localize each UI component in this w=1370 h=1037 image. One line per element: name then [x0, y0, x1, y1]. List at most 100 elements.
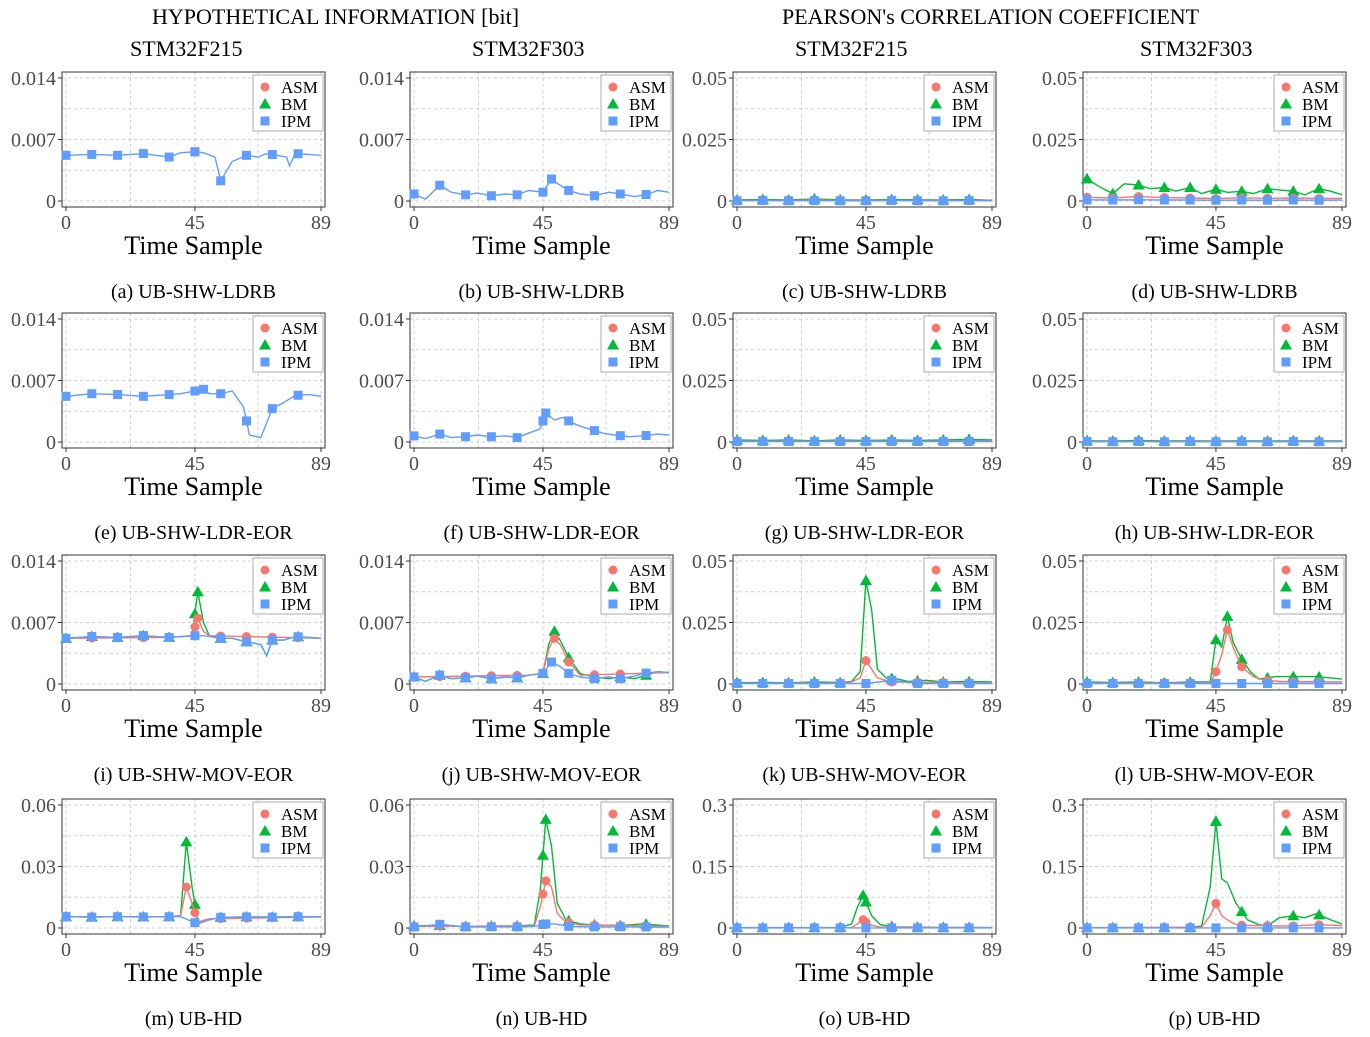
bm-marker-0-81 — [1313, 182, 1326, 194]
legend-label-ipm: IPM — [629, 353, 659, 372]
y-tick-label: 0.03 — [369, 857, 404, 879]
asm-marker-legend-0 — [608, 323, 618, 333]
y-tick-label: 0 — [394, 432, 404, 454]
ipm-marker-2-54 — [1237, 437, 1247, 447]
y-tick-label: 0.3 — [1052, 795, 1077, 817]
ipm-marker-2-27 — [486, 674, 496, 684]
x-tick-label: 45 — [533, 695, 553, 717]
x-tick-label: 89 — [982, 453, 1002, 475]
ipm-marker-2-54 — [1237, 195, 1247, 205]
legend-label-bm: BM — [1302, 822, 1328, 841]
ipm-marker-2-36 — [1185, 679, 1195, 689]
asm-marker-legend-0 — [608, 809, 618, 819]
y-tick-label: 0.15 — [692, 857, 727, 879]
ipm-marker-0-peak — [541, 408, 551, 418]
panel-caption: (k) UB-SHW-MOV-EOR — [762, 764, 967, 786]
legend-label-bm: BM — [281, 822, 307, 841]
ipm-marker-2-18 — [784, 679, 794, 689]
ipm-marker-0-9 — [87, 149, 97, 159]
x-axis-label: Time Sample — [1145, 958, 1283, 987]
panel-caption: (o) UB-HD — [819, 1008, 911, 1030]
ipm-marker-legend-2 — [1281, 843, 1291, 853]
x-tick-label: 0 — [732, 939, 742, 961]
column-header-3: STM32F215 — [795, 36, 908, 61]
y-tick-label: 0.05 — [692, 309, 727, 331]
ipm-marker-0-peak — [190, 147, 200, 157]
y-tick-label: 0 — [394, 674, 404, 696]
ipm-marker-legend-2 — [1281, 599, 1291, 609]
y-tick-label: 0.007 — [11, 130, 56, 152]
x-tick-label: 45 — [185, 212, 205, 234]
x-tick-label: 0 — [61, 939, 71, 961]
series-line-asm — [413, 879, 670, 928]
legend-label-bm: BM — [1302, 95, 1328, 114]
x-tick-label: 89 — [1332, 212, 1352, 234]
series-line-ipm — [413, 661, 670, 683]
ipm-marker-2-peak — [732, 923, 742, 933]
ipm-marker-2-9 — [435, 670, 445, 680]
ipm-marker-2-36 — [1185, 437, 1195, 447]
x-axis-label: Time Sample — [1145, 714, 1283, 743]
asm-marker-1-45 — [538, 889, 548, 899]
x-tick-label: 45 — [856, 939, 876, 961]
bm-marker-0-72 — [1287, 909, 1300, 921]
bm-marker-0-peak — [859, 574, 872, 586]
ipm-marker-0-27 — [486, 432, 496, 442]
ipm-marker-0-63 — [242, 150, 252, 160]
ipm-marker-2-9 — [435, 919, 445, 929]
y-tick-label: 0.025 — [1032, 613, 1077, 635]
ipm-marker-2-36 — [835, 196, 845, 206]
asm-marker-1-peak — [549, 633, 559, 643]
y-tick-label: 0.025 — [1032, 371, 1077, 393]
y-tick-label: 0.007 — [11, 371, 56, 393]
y-tick-label: 0 — [394, 191, 404, 213]
legend-label-bm: BM — [952, 822, 978, 841]
legend-label-bm: BM — [281, 336, 307, 355]
bm-marker-legend-1 — [607, 98, 619, 109]
panel-caption: (g) UB-SHW-LDR-EOR — [765, 522, 965, 544]
series-line-ipm — [65, 634, 322, 658]
x-tick-label: 89 — [311, 939, 331, 961]
y-tick-label: 0.025 — [1032, 130, 1077, 152]
legend-label-ipm: IPM — [1302, 595, 1332, 614]
ipm-marker-2-54 — [887, 923, 897, 933]
ipm-marker-2-36 — [164, 632, 174, 642]
y-tick-label: 0 — [394, 918, 404, 940]
y-tick-label: 0.007 — [359, 613, 404, 635]
ipm-marker-legend-2 — [1281, 357, 1291, 367]
ipm-marker-0-0 — [409, 189, 419, 199]
ipm-marker-2-45 — [1211, 923, 1221, 933]
legend-label-ipm: IPM — [952, 839, 982, 858]
ipm-marker-2-45 — [1211, 679, 1221, 689]
x-tick-label: 45 — [1206, 212, 1226, 234]
x-tick-label: 45 — [185, 939, 205, 961]
panel-caption: (m) UB-HD — [145, 1008, 242, 1030]
ipm-marker-0-18 — [113, 150, 123, 160]
chart-panel-9: 0 0.007 0.014 0 45 89 Time Sample (j) UB-SHW-MO… — [359, 551, 679, 786]
ipm-marker-2-18 — [784, 923, 794, 933]
ipm-marker-2-27 — [1159, 923, 1169, 933]
y-tick-label: 0.014 — [11, 68, 56, 90]
chart-panel-15: 0 0.15 0.3 0 45 89 Time Sample (p) UB-HD ASMBMIP… — [1042, 795, 1352, 1030]
chart-panel-0: 0 0.007 0.014 0 45 89 Time Sample (a) UB-SHW-LD… — [11, 68, 331, 303]
bm-marker-legend-1 — [1280, 825, 1292, 836]
x-axis-label: Time Sample — [472, 472, 610, 501]
x-tick-label: 89 — [659, 453, 679, 475]
ipm-marker-0-0 — [409, 431, 419, 441]
ipm-marker-0-9 — [87, 389, 97, 399]
ipm-marker-2-72 — [267, 912, 277, 922]
ipm-marker-2-27 — [1159, 437, 1169, 447]
ipm-marker-0-9 — [435, 180, 445, 190]
x-tick-label: 89 — [1332, 939, 1352, 961]
legend-label-bm: BM — [281, 578, 307, 597]
legend-label-asm: ASM — [952, 319, 989, 338]
ipm-marker-legend-2 — [931, 116, 941, 126]
y-tick-label: 0.06 — [21, 795, 56, 817]
ipm-marker-2-81 — [964, 196, 974, 206]
legend-label-asm: ASM — [952, 78, 989, 97]
legend-label-asm: ASM — [281, 78, 318, 97]
ipm-marker-0-81 — [293, 149, 303, 159]
asm-marker-1-45 — [190, 908, 200, 918]
ipm-marker-2-36 — [164, 912, 174, 922]
legend-label-ipm: IPM — [1302, 353, 1332, 372]
